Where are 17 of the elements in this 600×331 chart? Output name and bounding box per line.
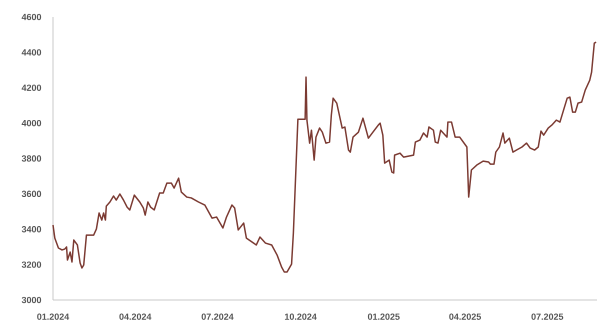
y-tick-label: 3400	[22, 226, 42, 232]
y-tick-label: 4200	[22, 84, 42, 91]
line-series	[52, 41, 597, 273]
y-tick-label: 3800	[22, 155, 42, 162]
y-tick-label: 4000	[22, 120, 42, 126]
x-tick-label: 04.2025	[449, 314, 482, 320]
y-tick-label: 3000	[22, 296, 42, 304]
x-tick-label: 07.2025	[531, 314, 564, 320]
x-tick-label: 04.2024	[119, 314, 152, 320]
x-tick-label: 01.2024	[37, 314, 70, 320]
y-tick-label: 3600	[22, 190, 42, 198]
x-tick-label: 01.2025	[368, 314, 400, 320]
y-tick-label: 3200	[22, 261, 42, 268]
x-tick-label: 10.2024	[284, 314, 317, 320]
y-tick-label: 4600	[22, 14, 42, 20]
y-tick-label: 4400	[22, 49, 42, 56]
x-tick-label: 07.2024	[202, 314, 234, 320]
